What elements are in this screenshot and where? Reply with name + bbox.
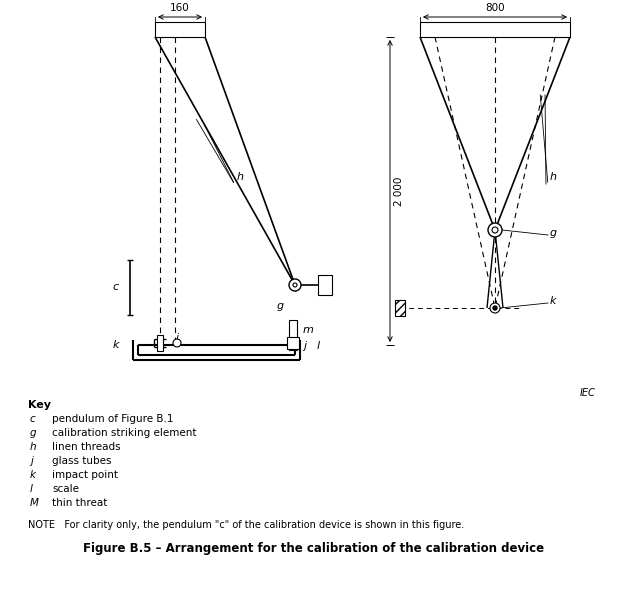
Text: M: M xyxy=(30,498,39,508)
Text: h: h xyxy=(30,442,36,452)
Text: j: j xyxy=(175,333,178,343)
Circle shape xyxy=(293,283,297,287)
Text: c: c xyxy=(30,414,36,424)
Text: Figure B.5 – Arrangement for the calibration of the calibration device: Figure B.5 – Arrangement for the calibra… xyxy=(83,542,544,555)
Text: glass tubes: glass tubes xyxy=(52,456,112,466)
Text: l: l xyxy=(317,341,320,351)
Text: k: k xyxy=(112,340,119,350)
Bar xyxy=(395,300,405,316)
Text: l: l xyxy=(30,484,33,494)
Bar xyxy=(155,22,205,37)
Bar xyxy=(318,275,332,295)
Text: 2 000: 2 000 xyxy=(394,176,404,206)
Text: calibration striking element: calibration striking element xyxy=(52,428,196,438)
Bar xyxy=(420,22,570,37)
Text: 800: 800 xyxy=(485,3,505,13)
Circle shape xyxy=(493,306,497,310)
Text: m: m xyxy=(303,325,314,335)
Circle shape xyxy=(488,223,502,237)
Text: g: g xyxy=(30,428,36,438)
Text: c: c xyxy=(113,282,119,293)
Text: 160: 160 xyxy=(170,3,190,13)
Text: Key: Key xyxy=(28,400,51,410)
Bar xyxy=(155,22,205,37)
Text: scale: scale xyxy=(52,484,79,494)
Bar xyxy=(157,335,163,351)
Text: k: k xyxy=(550,296,557,306)
Text: h: h xyxy=(237,172,244,182)
Text: linen threads: linen threads xyxy=(52,442,120,452)
Bar xyxy=(420,22,570,37)
Text: h: h xyxy=(550,172,557,182)
Text: k: k xyxy=(30,470,36,480)
Text: impact point: impact point xyxy=(52,470,118,480)
Text: thin threat: thin threat xyxy=(52,498,107,508)
Text: g: g xyxy=(277,301,284,311)
Circle shape xyxy=(492,227,498,233)
Bar xyxy=(318,275,332,295)
Text: j: j xyxy=(30,456,33,466)
Text: IEC: IEC xyxy=(580,388,596,398)
Bar xyxy=(289,320,297,350)
Bar xyxy=(287,337,299,349)
Text: pendulum of Figure B.1: pendulum of Figure B.1 xyxy=(52,414,174,424)
Text: j: j xyxy=(303,341,306,351)
Circle shape xyxy=(490,303,500,313)
Circle shape xyxy=(173,339,181,347)
Text: g: g xyxy=(550,228,557,238)
Circle shape xyxy=(289,279,301,291)
Text: NOTE   For clarity only, the pendulum "c" of the calibration device is shown in : NOTE For clarity only, the pendulum "c" … xyxy=(28,520,464,530)
